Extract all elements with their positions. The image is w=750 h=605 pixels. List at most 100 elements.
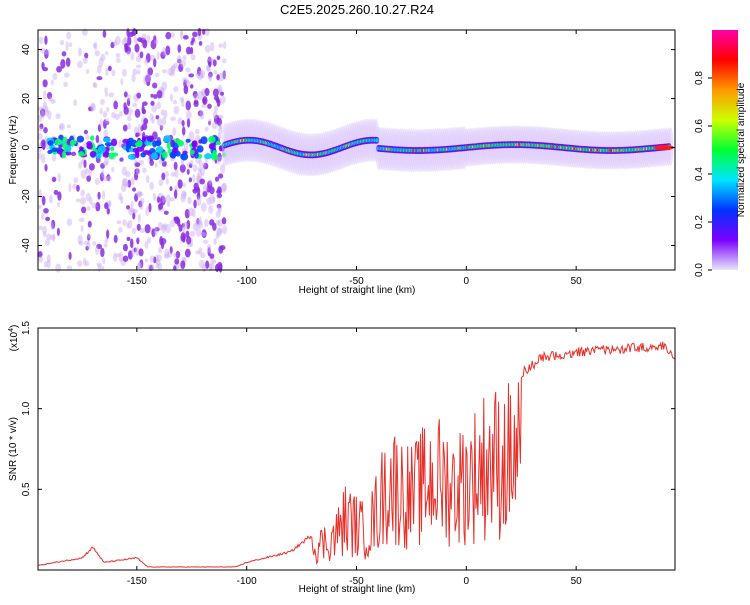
spectrogram-band-point bbox=[102, 137, 111, 143]
spectrogram-noise-point bbox=[141, 33, 147, 41]
spectrogram-noise-point bbox=[44, 35, 48, 45]
spectrogram-noise-point bbox=[135, 55, 142, 63]
spectrogram-noise-point bbox=[217, 152, 222, 162]
spectrogram-band-point bbox=[102, 151, 110, 158]
spectrogram-noise-point bbox=[122, 124, 128, 132]
spectrogram-noise-point bbox=[170, 66, 176, 75]
spectrogram-noise-point bbox=[204, 126, 209, 132]
spectrogram-noise-point bbox=[220, 95, 226, 104]
spectrogram-noise-point bbox=[86, 175, 92, 182]
spectrogram-noise-point bbox=[40, 153, 46, 164]
spectrogram-band-point bbox=[125, 142, 132, 150]
spectrogram-noise-point bbox=[133, 247, 137, 253]
spectrogram-noise-point bbox=[173, 161, 178, 171]
spectrogram-noise-point bbox=[180, 193, 186, 203]
spectrogram-peak bbox=[654, 145, 675, 151]
spectrogram-noise-point bbox=[137, 261, 142, 270]
spectrogram-noise-point bbox=[125, 182, 129, 188]
spectrogram-noise-point bbox=[215, 219, 220, 226]
spectrogram-band-point bbox=[200, 136, 208, 145]
spectrogram-noise-point bbox=[173, 265, 177, 271]
spectrogram-noise-point bbox=[195, 250, 201, 255]
colorbar-tick-label: 0.2 bbox=[694, 215, 705, 229]
spectrogram-noise-point bbox=[106, 106, 110, 113]
spectrogram-noise-point bbox=[144, 258, 149, 263]
spectrogram-noise-point bbox=[77, 47, 82, 57]
spectrogram-noise-point bbox=[44, 163, 48, 172]
spectrogram-noise-point bbox=[164, 248, 170, 258]
spectrogram-noise-point bbox=[66, 124, 71, 129]
spectrogram-noise-point bbox=[102, 161, 109, 166]
spectrogram-noise-point bbox=[46, 254, 51, 263]
spectrogram-noise-point bbox=[219, 91, 225, 96]
spectrogram-noise-point bbox=[68, 182, 72, 193]
spectrogram-noise-point bbox=[199, 109, 205, 120]
spectrogram-noise-point bbox=[184, 79, 190, 84]
spectrogram-noise-point bbox=[174, 258, 180, 265]
spectrogram-noise-point bbox=[195, 158, 201, 164]
spectrogram-noise-point bbox=[135, 132, 139, 138]
spectrogram-noise-point bbox=[104, 91, 108, 98]
spectrogram-noise-point bbox=[139, 227, 146, 233]
spectrogram-noise-point bbox=[173, 216, 180, 222]
spectrogram-noise-point bbox=[96, 243, 103, 250]
spectrogram-noise-point bbox=[202, 263, 207, 273]
spectrogram-noise-point bbox=[151, 104, 158, 113]
spectrogram-band-point bbox=[127, 153, 136, 160]
spectrogram-noise-point bbox=[199, 69, 206, 79]
spectrogram-noise-point bbox=[111, 69, 116, 77]
spectrogram-noise-point bbox=[85, 245, 89, 251]
spectrogram-noise-point bbox=[160, 124, 164, 130]
spectrogram-noise-point bbox=[193, 186, 200, 192]
spectrogram-noise-point bbox=[57, 172, 61, 183]
spectrogram-noise-point bbox=[127, 250, 133, 260]
snr-y-tick-label: 1.5 bbox=[21, 321, 32, 335]
spectrogram-noise-point bbox=[181, 98, 185, 108]
spectrogram-noise-point bbox=[200, 202, 207, 212]
spectrogram-noise-point bbox=[125, 171, 131, 178]
snr-y-ticks: 0.5 1.0 1.5 bbox=[21, 321, 675, 496]
spectrogram-noise-point bbox=[189, 230, 196, 237]
spectrogram-noise-point bbox=[104, 118, 110, 125]
spectrogram-noise-point bbox=[177, 179, 183, 189]
spectrogram-noise-point bbox=[159, 124, 163, 131]
spectrogram-band-point bbox=[189, 149, 195, 155]
spectrogram-noise-point bbox=[92, 42, 97, 49]
spectrogram-noise-point bbox=[216, 227, 222, 237]
spectrogram-noise-point bbox=[212, 110, 218, 119]
spectrogram-noise-point bbox=[197, 90, 203, 101]
spectrogram-noise-point bbox=[105, 68, 109, 76]
spectrogram-noise-point bbox=[179, 31, 183, 36]
spectrogram-noise-point bbox=[211, 122, 218, 129]
spectrogram-noise-point bbox=[85, 134, 90, 141]
spectrogram-noise-point bbox=[115, 253, 121, 258]
spectrogram-noise-point bbox=[94, 50, 101, 57]
spectrogram-noise-point bbox=[181, 190, 187, 200]
spectrogram-noise-point bbox=[180, 30, 184, 40]
spectrogram-noise-point bbox=[66, 265, 73, 271]
spectrogram-noise-point bbox=[77, 234, 83, 245]
spectrogram-noise-point bbox=[173, 86, 179, 93]
spectrogram-noise-point bbox=[102, 111, 108, 118]
spectrogram-noise-point bbox=[63, 81, 69, 88]
spectrogram-band-point bbox=[65, 151, 72, 156]
spectrogram-noise-point bbox=[129, 238, 134, 249]
spectrogram-noise-point bbox=[144, 58, 148, 65]
spectrogram-noise-point bbox=[122, 255, 129, 262]
spectrogram-noise-point bbox=[182, 55, 187, 61]
spectrogram-noise-point bbox=[192, 164, 198, 173]
spectrogram-noise-point bbox=[199, 178, 206, 185]
spectrogram-noise-point bbox=[183, 141, 189, 151]
spectrogram-noise-point bbox=[65, 57, 71, 67]
colorbar-ticks: 0.0 0.2 0.4 0.6 0.8 bbox=[694, 71, 712, 277]
spectrogram-noise-point bbox=[126, 36, 132, 46]
snr-x-tick-label: -50 bbox=[349, 576, 364, 587]
spectrogram-noise-point bbox=[47, 110, 52, 120]
spectrogram-noise-point bbox=[150, 93, 154, 98]
spectrogram-noise-point bbox=[150, 265, 155, 271]
spectrogram-noise-point bbox=[157, 262, 163, 271]
spectrogram-y-tick-label: 40 bbox=[21, 44, 32, 56]
spectrogram-noise-point bbox=[171, 64, 176, 72]
snr-x-tick-label: -150 bbox=[127, 576, 147, 587]
spectrogram-noise-point bbox=[213, 238, 217, 245]
